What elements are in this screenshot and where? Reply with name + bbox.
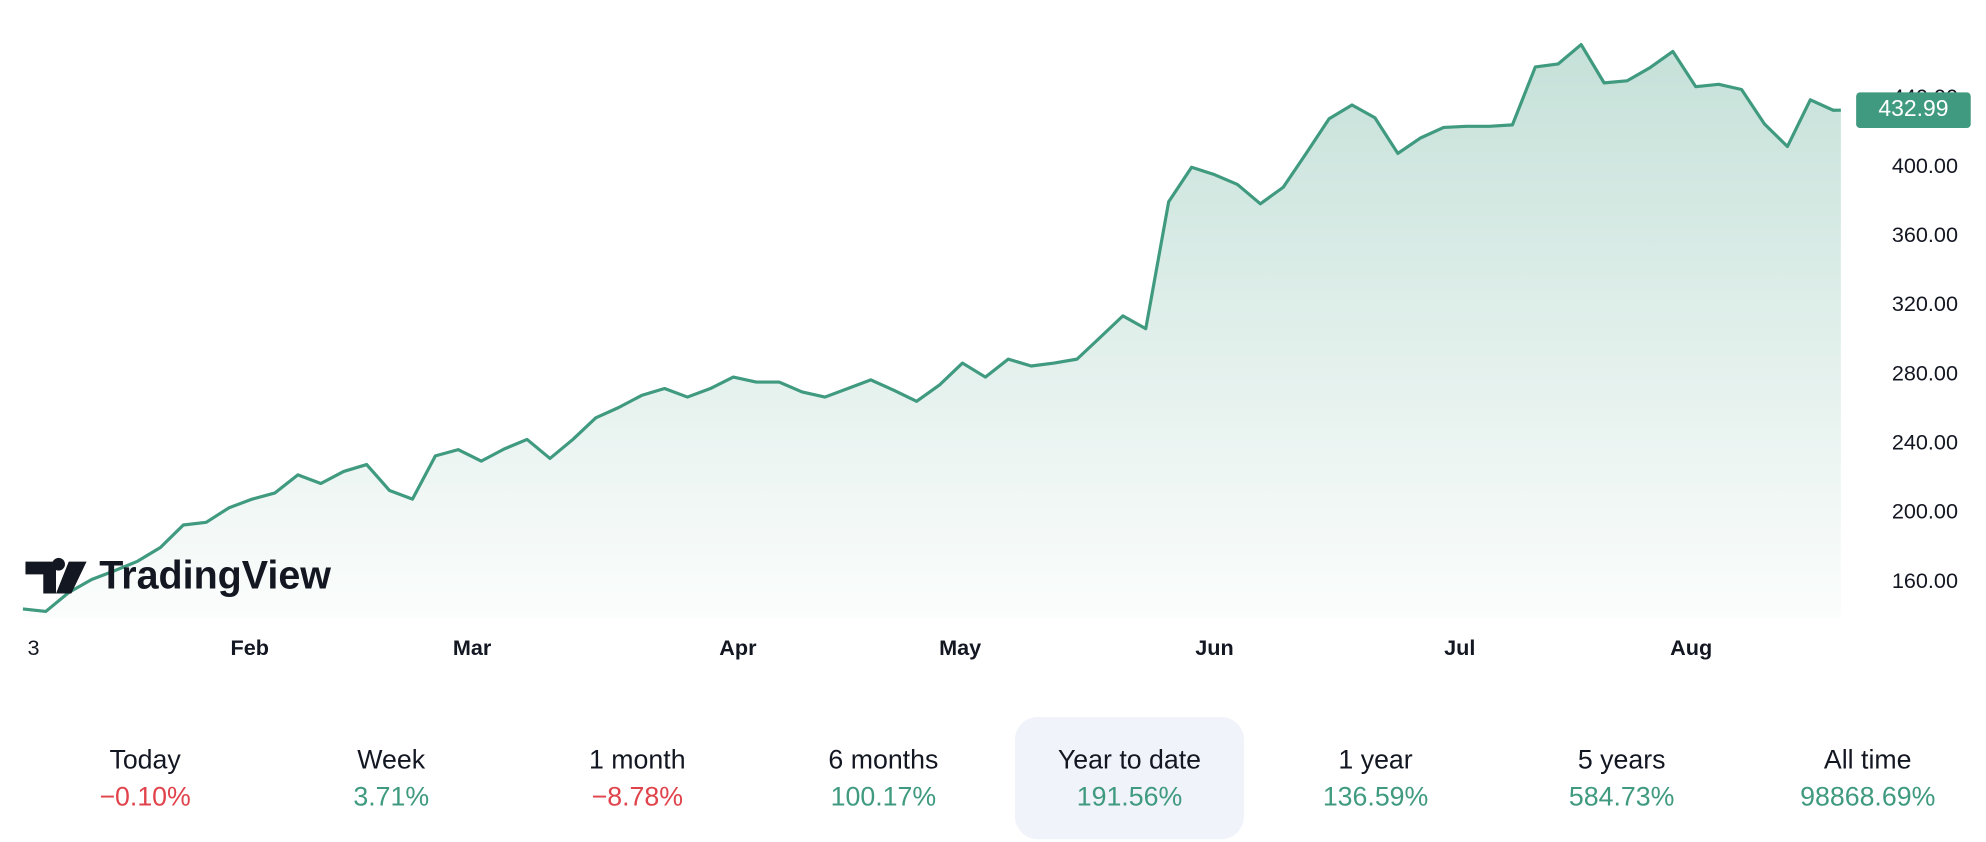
y-tick-label: 400.00: [1892, 153, 1958, 178]
period-value: 191.56%: [1077, 782, 1182, 812]
period-label: Today: [109, 745, 181, 775]
period-value: −8.78%: [592, 782, 683, 812]
period-value: 98868.69%: [1800, 782, 1935, 812]
period-label: All time: [1824, 745, 1912, 775]
y-tick-label: 360.00: [1892, 222, 1958, 247]
price-line: [22, 42, 1841, 614]
plot: 160.00 200.00 240.00 280.00 320.00 360.00 400.…: [22, 42, 1971, 660]
x-tick-label: Jul: [1444, 635, 1475, 660]
y-tick-label: 280.00: [1892, 360, 1958, 385]
x-tick-label: 3: [27, 635, 39, 660]
y-tick-label: 200.00: [1892, 499, 1958, 524]
last-price-label: 432.99: [1878, 95, 1948, 121]
period-label: 5 years: [1578, 745, 1666, 775]
period-tab[interactable]: Today −0.10%: [99, 745, 190, 812]
x-tick-label: Mar: [453, 635, 492, 660]
period-tab[interactable]: Week 3.71%: [353, 745, 429, 812]
period-value: −0.10%: [99, 782, 190, 812]
period-tab[interactable]: 5 years 584.73%: [1569, 745, 1674, 812]
period-value: 136.59%: [1323, 782, 1428, 812]
period-tab[interactable]: Year to date 191.56%: [1014, 716, 1245, 840]
period-tab[interactable]: 6 months 100.17%: [828, 745, 938, 812]
x-tick-label: May: [939, 635, 981, 660]
brand: TradingView: [99, 554, 331, 598]
area-fill: [22, 44, 1841, 618]
period-label: 1 year: [1338, 745, 1412, 775]
period-label: 1 month: [589, 745, 686, 775]
period-highlight: [1014, 716, 1245, 840]
period-tab[interactable]: 1 month −8.78%: [589, 745, 686, 812]
x-tick-label: Jun: [1195, 635, 1233, 660]
y-tick-label: 320.00: [1892, 291, 1958, 316]
period-value: 100.17%: [831, 782, 936, 812]
period-tab[interactable]: 1 year 136.59%: [1323, 745, 1428, 812]
y-tick-label: 240.00: [1892, 430, 1958, 455]
period-label: Week: [357, 745, 425, 775]
x-tick-label: Aug: [1670, 635, 1712, 660]
periods: Today −0.10% Week 3.71% 1 month −8.78% 6 month…: [99, 716, 1935, 840]
y-tick-label: 160.00: [1892, 568, 1958, 593]
x-tick-label: Apr: [719, 635, 757, 660]
period-value: 3.71%: [353, 782, 429, 812]
last-price-box: [1856, 92, 1971, 129]
x-tick-label: Feb: [231, 635, 269, 660]
period-value: 584.73%: [1569, 782, 1674, 812]
period-label: 6 months: [828, 745, 938, 775]
period-tab[interactable]: All time 98868.69%: [1800, 745, 1935, 812]
period-label: Year to date: [1058, 745, 1201, 775]
logo: TradingView: [25, 554, 331, 598]
